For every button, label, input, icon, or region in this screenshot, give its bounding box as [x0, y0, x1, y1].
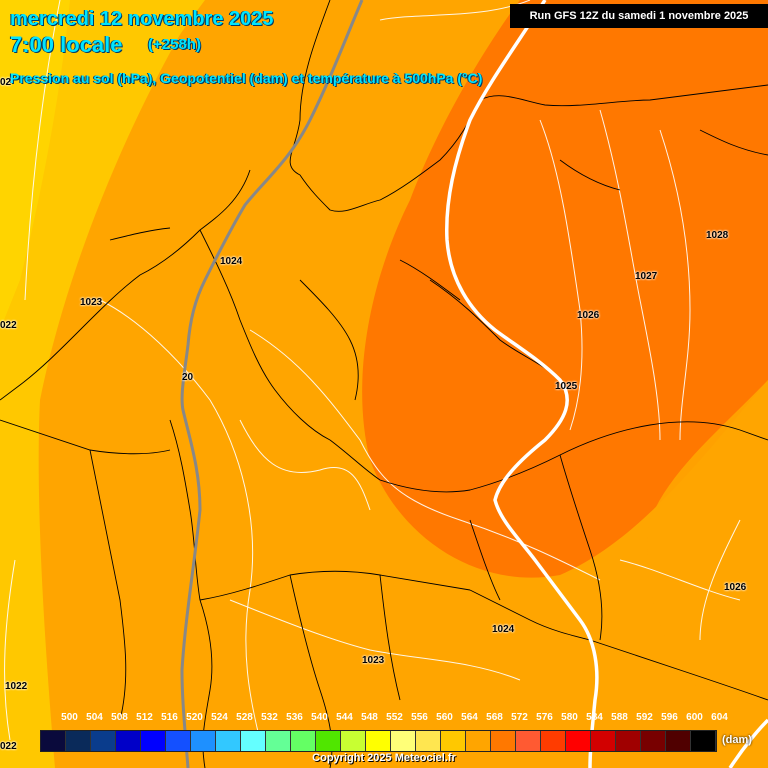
isobar-label: 1024	[492, 624, 515, 635]
legend-values: 500 504 508 512 516 520 524 528 532 536 540 544 548 5…	[40, 712, 728, 726]
isobar-label: 1023	[362, 655, 385, 666]
isobar-label: 022	[0, 741, 17, 752]
band-572	[362, 0, 768, 578]
isobar-label: 20	[182, 372, 194, 383]
legend-swatch	[666, 731, 691, 751]
legend-value: 524	[211, 712, 228, 723]
isobar-label: 1025	[555, 381, 578, 392]
legend-swatch	[466, 731, 491, 751]
band-568-east	[647, 380, 768, 740]
legend-unit: (dam)	[722, 734, 752, 746]
legend-value: 596	[661, 712, 678, 723]
legend-swatch	[441, 731, 466, 751]
legend-value: 548	[361, 712, 378, 723]
legend-value: 516	[161, 712, 178, 723]
forecast-date: mercredi 12 novembre 2025	[10, 8, 274, 30]
legend-swatch	[341, 731, 366, 751]
legend-value: 592	[636, 712, 653, 723]
legend-value: 544	[336, 712, 353, 723]
parameter-title: Pression au sol (hPa), Geopotentiel (dam…	[10, 70, 483, 86]
legend-swatch	[391, 731, 416, 751]
legend-value: 540	[311, 712, 328, 723]
legend-value: 560	[436, 712, 453, 723]
legend-swatch	[291, 731, 316, 751]
legend-value: 564	[461, 712, 478, 723]
legend-swatch	[641, 731, 666, 751]
legend-swatch	[241, 731, 266, 751]
isobar-label: 1023	[80, 297, 103, 308]
legend-value: 600	[686, 712, 703, 723]
legend-swatch	[116, 731, 141, 751]
copyright: Copyright 2025 Meteociel.fr	[312, 752, 456, 764]
legend-swatch	[316, 731, 341, 751]
isobar-label: 1026	[724, 582, 747, 593]
legend-value: 500	[61, 712, 78, 723]
run-info: Run GFS 12Z du samedi 1 novembre 2025	[510, 4, 768, 28]
isotherm-0c-se	[728, 718, 768, 768]
legend-value: 504	[86, 712, 103, 723]
legend-swatch	[216, 731, 241, 751]
legend-swatch	[566, 731, 591, 751]
legend-swatch	[541, 731, 566, 751]
legend-swatch	[591, 731, 616, 751]
legend-value: 552	[386, 712, 403, 723]
legend-value: 568	[486, 712, 503, 723]
legend-swatch	[266, 731, 291, 751]
legend-value: 604	[711, 712, 728, 723]
isotherm-0c	[444, 0, 599, 768]
isobar-label: 02	[0, 77, 12, 88]
legend-swatch	[141, 731, 166, 751]
isobar-label: 022	[0, 320, 17, 331]
forecast-time: 7:00 locale	[10, 32, 123, 57]
isobar-label: 1027	[635, 271, 658, 282]
legend-swatch	[416, 731, 441, 751]
isobar-label: 1028	[706, 230, 729, 241]
isobar-label: 1024	[220, 256, 243, 267]
legend-swatch	[91, 731, 116, 751]
legend-value: 584	[586, 712, 603, 723]
legend-value: 572	[511, 712, 528, 723]
legend-swatch	[516, 731, 541, 751]
legend-value: 532	[261, 712, 278, 723]
legend-value: 520	[186, 712, 203, 723]
contour-520	[180, 0, 364, 768]
legend-swatch	[166, 731, 191, 751]
legend-value: 508	[111, 712, 128, 723]
legend-value: 512	[136, 712, 153, 723]
isobars	[4, 0, 741, 741]
isobar-label: 1022	[5, 681, 28, 692]
legend-value: 556	[411, 712, 428, 723]
isobar-label: 1026	[577, 310, 600, 321]
legend-swatch	[366, 731, 391, 751]
legend-value: 576	[536, 712, 553, 723]
legend-swatch	[66, 731, 91, 751]
legend-swatch	[616, 731, 641, 751]
legend-swatch	[691, 731, 716, 751]
legend-swatch	[491, 731, 516, 751]
legend-value: 580	[561, 712, 578, 723]
band-564-west	[0, 0, 205, 768]
color-legend: 500 504 508 512 516 520 524 528 532 536 540 544 548 5…	[40, 712, 728, 752]
legend-swatch	[41, 731, 66, 751]
legend-colorbar	[40, 730, 717, 752]
forecast-lead: (+258h)	[148, 36, 201, 53]
legend-value: 528	[236, 712, 253, 723]
legend-value: 536	[286, 712, 303, 723]
legend-value: 588	[611, 712, 628, 723]
legend-swatch	[191, 731, 216, 751]
